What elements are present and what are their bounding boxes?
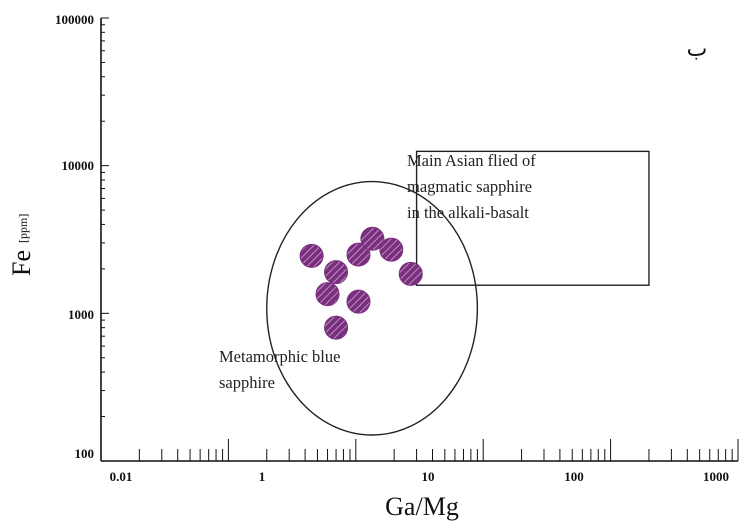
ellipse-field-label-line-2: sapphire <box>219 373 275 392</box>
classification-fields <box>266 150 650 436</box>
x-tick-label: 1 <box>259 469 266 484</box>
data-point <box>324 315 349 340</box>
y-axis-title: Fe <box>7 250 36 276</box>
plot-frame <box>100 18 738 462</box>
x-tick-label: 0.01 <box>110 469 133 484</box>
data-point <box>299 243 324 268</box>
data-point <box>315 282 340 307</box>
rectangle-field-label-line-1: Main Asian flied of <box>407 151 536 170</box>
ellipse-field-label-line-1: Metamorphic blue <box>219 347 340 366</box>
y-tick-label: 1000 <box>68 307 94 322</box>
rectangle-field-label-line-2: magmatic sapphire <box>407 177 532 196</box>
data-point <box>324 260 349 285</box>
y-tick-label: 100 <box>75 446 95 461</box>
data-points <box>299 226 423 340</box>
y-tick-label: 100000 <box>55 12 94 27</box>
x-axis-title: Ga/Mg <box>385 492 459 521</box>
data-point <box>346 242 371 267</box>
panel-label: ب <box>687 37 708 62</box>
ellipse-field <box>266 180 479 436</box>
x-tick-label: 100 <box>564 469 584 484</box>
rectangle-field <box>415 150 650 286</box>
data-point <box>379 237 404 262</box>
y-tick-label: 10000 <box>62 158 95 173</box>
rectangle-field-label-line-3: in the alkali-basalt <box>407 203 529 222</box>
x-tick-label: 1000 <box>703 469 729 484</box>
data-point <box>346 289 371 314</box>
data-point <box>398 261 423 286</box>
axis-ticks <box>100 17 739 462</box>
y-axis-unit: [ppm] <box>16 214 30 243</box>
x-tick-label: 10 <box>422 469 435 484</box>
y-axis-title-group: Fe [ppm] <box>7 214 36 276</box>
data-point <box>360 226 385 251</box>
